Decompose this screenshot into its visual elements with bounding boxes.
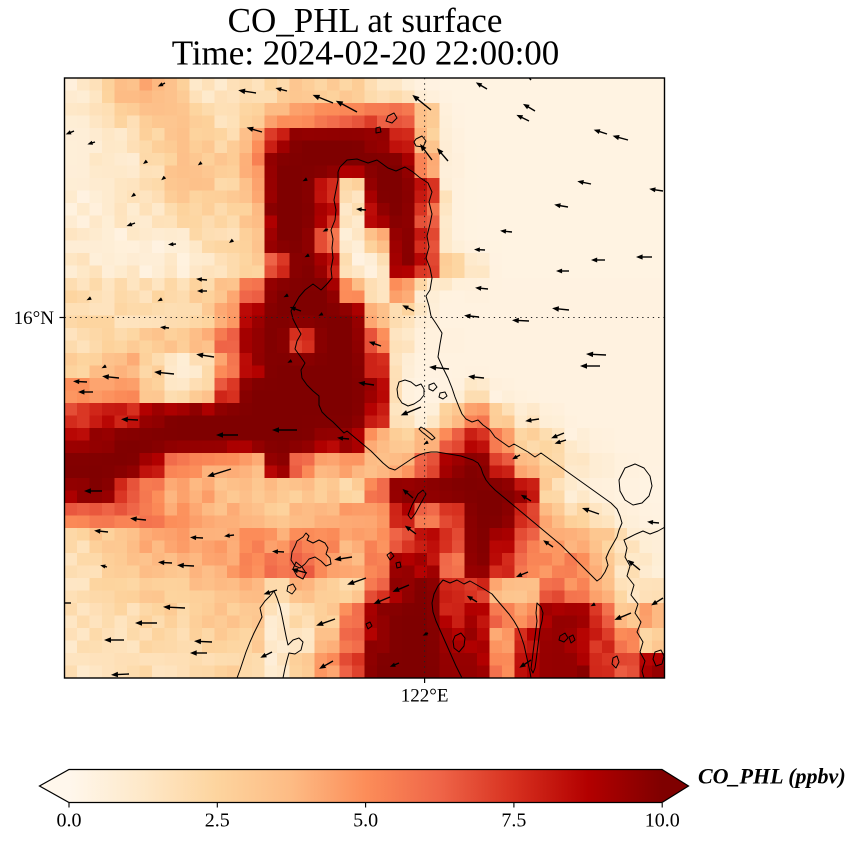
svg-text:7.5: 7.5 <box>501 810 526 832</box>
svg-text:122°E: 122°E <box>401 686 449 707</box>
svg-text:16°N: 16°N <box>14 308 55 329</box>
svg-text:Time: 2024-02-20 22:00:00: Time: 2024-02-20 22:00:00 <box>172 34 560 73</box>
svg-text:0.0: 0.0 <box>57 810 82 832</box>
svg-text:10.0: 10.0 <box>645 810 680 832</box>
svg-text:2.5: 2.5 <box>205 810 230 832</box>
svg-text:5.0: 5.0 <box>353 810 378 832</box>
svg-text:CO_PHL (ppbv): CO_PHL (ppbv) <box>698 764 846 789</box>
